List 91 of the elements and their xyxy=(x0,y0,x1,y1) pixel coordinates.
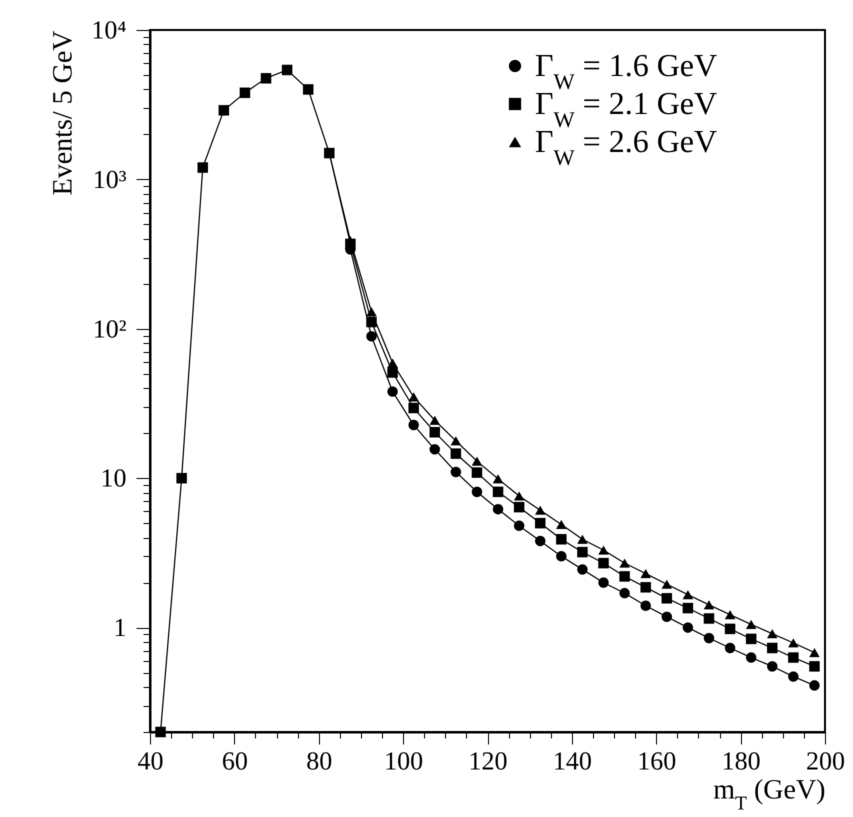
point xyxy=(556,534,567,545)
point xyxy=(598,577,609,588)
x-tick-label: 120 xyxy=(468,746,508,776)
y-tick-label: 1 xyxy=(114,613,126,642)
point xyxy=(155,726,166,738)
point xyxy=(534,536,546,546)
point xyxy=(260,73,272,84)
point xyxy=(408,420,419,430)
point xyxy=(345,236,356,246)
point xyxy=(514,502,524,512)
point xyxy=(366,331,377,342)
point xyxy=(746,634,756,644)
point xyxy=(472,467,482,478)
point xyxy=(176,472,187,484)
point xyxy=(682,590,694,600)
point xyxy=(640,568,651,578)
point xyxy=(218,105,230,116)
point xyxy=(682,602,694,614)
point xyxy=(724,642,736,654)
point xyxy=(430,427,440,438)
point xyxy=(472,486,482,498)
point xyxy=(662,612,672,622)
point xyxy=(662,580,672,589)
point xyxy=(534,518,546,528)
point xyxy=(302,84,314,95)
point xyxy=(598,546,609,555)
point xyxy=(809,661,820,672)
point xyxy=(746,652,756,663)
point xyxy=(788,652,799,663)
point xyxy=(724,624,736,634)
point xyxy=(514,491,524,501)
y-tick-label: 10⁴ xyxy=(91,16,126,44)
x-tick-label: 140 xyxy=(552,746,592,776)
point xyxy=(746,620,756,629)
point xyxy=(450,466,462,478)
point xyxy=(619,588,630,598)
point xyxy=(514,520,524,532)
point xyxy=(408,402,419,414)
y-tick-label: 10² xyxy=(92,314,127,344)
point xyxy=(767,642,778,654)
point xyxy=(472,456,482,466)
point xyxy=(387,367,398,378)
point xyxy=(197,162,208,173)
point xyxy=(387,386,398,397)
point xyxy=(556,551,567,562)
point xyxy=(767,661,778,672)
point xyxy=(577,534,588,544)
point xyxy=(282,64,292,76)
point xyxy=(809,648,820,658)
x-tick-label: 100 xyxy=(384,746,424,776)
point xyxy=(534,506,546,515)
point xyxy=(662,593,672,604)
point xyxy=(704,613,714,624)
point xyxy=(767,629,778,638)
point xyxy=(724,610,736,620)
point xyxy=(788,671,799,682)
point xyxy=(240,88,250,98)
point xyxy=(556,520,567,530)
x-tick-label: 80 xyxy=(306,746,332,776)
x-tick-label: 160 xyxy=(637,746,676,776)
point xyxy=(430,444,440,455)
point xyxy=(492,486,504,498)
point xyxy=(640,600,651,611)
point xyxy=(809,680,820,691)
point xyxy=(640,582,651,593)
point xyxy=(577,546,588,558)
y-tick-label: 10 xyxy=(100,464,126,493)
point xyxy=(450,448,462,459)
x-tick-label: 60 xyxy=(222,746,248,776)
point xyxy=(619,571,630,582)
point xyxy=(450,436,462,446)
y-tick-label: 10³ xyxy=(92,164,127,194)
point xyxy=(598,558,609,568)
point xyxy=(387,358,398,368)
point xyxy=(492,504,504,514)
point xyxy=(366,307,377,316)
point xyxy=(788,638,799,648)
point xyxy=(577,564,588,575)
x-tick-label: 200 xyxy=(806,746,845,776)
x-tick-label: 40 xyxy=(138,746,164,776)
y-axis-title: Events/ 5 GeV xyxy=(47,30,78,196)
point xyxy=(366,316,377,328)
point xyxy=(682,622,694,633)
x-tick-label: 180 xyxy=(722,746,761,776)
x-axis-title: m$_{T}$ (GeV) xyxy=(713,774,826,814)
point xyxy=(619,558,630,568)
point xyxy=(704,632,714,644)
point xyxy=(492,474,504,484)
point xyxy=(408,392,419,402)
point xyxy=(704,600,714,610)
point xyxy=(430,416,440,425)
